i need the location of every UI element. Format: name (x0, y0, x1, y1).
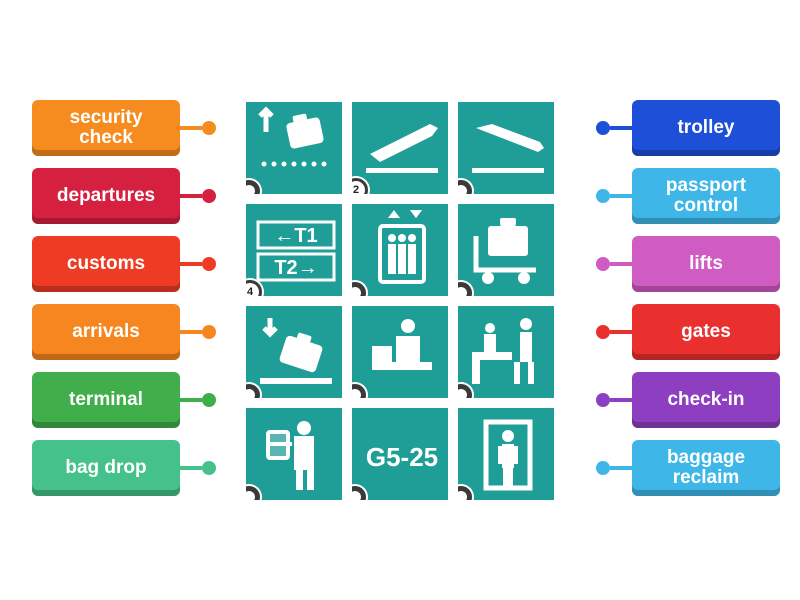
tag-box: security check (32, 100, 180, 156)
tag-lifts[interactable]: lifts (596, 236, 780, 292)
tag-dot[interactable] (202, 325, 216, 339)
tag-stem (180, 126, 202, 130)
tag-box: terminal (32, 372, 180, 428)
bag-drop-icon (246, 102, 344, 196)
tag-label: arrivals (72, 322, 140, 342)
tag-stem (180, 330, 202, 334)
svg-text:←T1: ←T1 (274, 225, 317, 247)
tag-label: lifts (689, 254, 723, 274)
tag-label: terminal (69, 390, 143, 410)
terminals-icon: ←T1T2→ (246, 204, 344, 298)
gates-text: G5-25 (366, 442, 438, 472)
tag-label: check-in (667, 390, 744, 410)
signs-grid: 2 ←T1T2→4 G5-25 (244, 100, 556, 502)
tag-label: customs (67, 254, 145, 274)
passport-icon (246, 408, 344, 502)
tag-box: baggage reclaim (632, 440, 780, 496)
check-in-icon (458, 306, 556, 400)
plane-arrival-icon (458, 102, 556, 196)
tag-label: security check (40, 108, 172, 148)
sign-security-check[interactable] (456, 406, 556, 502)
tag-stem (180, 398, 202, 402)
tag-dot[interactable] (596, 393, 610, 407)
sign-departures[interactable]: 2 (350, 100, 450, 196)
tag-departures[interactable]: departures (32, 168, 216, 224)
tag-box: passport control (632, 168, 780, 224)
gates-icon: G5-25 (352, 408, 450, 502)
tag-gates[interactable]: gates (596, 304, 780, 360)
sign-bag-drop[interactable] (244, 100, 344, 196)
tag-stem (180, 262, 202, 266)
sign-lifts[interactable] (350, 202, 450, 298)
tag-box: trolley (632, 100, 780, 156)
tag-bag-drop[interactable]: bag drop (32, 440, 216, 496)
baggage-reclaim-icon (246, 306, 344, 400)
tag-security-check[interactable]: security check (32, 100, 216, 156)
tag-dot[interactable] (596, 121, 610, 135)
tag-box: bag drop (32, 440, 180, 496)
tag-check-in[interactable]: check-in (596, 372, 780, 428)
tag-dot[interactable] (202, 189, 216, 203)
tag-baggage-reclaim[interactable]: baggage reclaim (596, 440, 780, 496)
tag-box: departures (32, 168, 180, 224)
plane-departure-icon (352, 102, 450, 196)
tag-label: departures (57, 186, 155, 206)
tag-label: trolley (677, 118, 734, 138)
sign-arrivals[interactable] (456, 100, 556, 196)
tag-box: arrivals (32, 304, 180, 360)
tag-stem (610, 194, 632, 198)
tag-label: passport control (640, 176, 772, 216)
left-tag-column: security check departures customs arriva… (32, 100, 216, 496)
tag-dot[interactable] (596, 325, 610, 339)
tag-trolley[interactable]: trolley (596, 100, 780, 156)
tag-stem (610, 398, 632, 402)
sign-gates[interactable]: G5-25 (350, 406, 450, 502)
tag-box: customs (32, 236, 180, 292)
tag-box: gates (632, 304, 780, 360)
tag-stem (610, 330, 632, 334)
pin-label: 4 (247, 286, 253, 298)
sign-check-in[interactable] (456, 304, 556, 400)
svg-text:T2→: T2→ (274, 257, 317, 279)
tag-stem (610, 262, 632, 266)
pin-label: 2 (353, 184, 359, 196)
customs-icon (352, 306, 450, 400)
tag-stem (180, 466, 202, 470)
tag-arrivals[interactable]: arrivals (32, 304, 216, 360)
tag-stem (180, 194, 202, 198)
tag-dot[interactable] (202, 461, 216, 475)
tag-box: check-in (632, 372, 780, 428)
tag-label: bag drop (65, 458, 146, 478)
tag-customs[interactable]: customs (32, 236, 216, 292)
sign-passport-control[interactable] (244, 406, 344, 502)
sign-terminal[interactable]: ←T1T2→4 (244, 202, 344, 298)
sign-trolley[interactable] (456, 202, 556, 298)
security-icon (458, 408, 556, 502)
tag-passport-control[interactable]: passport control (596, 168, 780, 224)
tag-stem (610, 126, 632, 130)
tag-box: lifts (632, 236, 780, 292)
tag-dot[interactable] (596, 257, 610, 271)
tag-dot[interactable] (596, 189, 610, 203)
tag-dot[interactable] (202, 121, 216, 135)
tag-stem (610, 466, 632, 470)
tag-label: gates (681, 322, 731, 342)
tag-dot[interactable] (596, 461, 610, 475)
tag-dot[interactable] (202, 393, 216, 407)
right-tag-column: trolley passport control lifts gates che… (596, 100, 780, 496)
tag-terminal[interactable]: terminal (32, 372, 216, 428)
lift-icon (352, 204, 450, 298)
sign-baggage-reclaim[interactable] (244, 304, 344, 400)
tag-label: baggage reclaim (640, 448, 772, 488)
trolley-icon (458, 204, 556, 298)
tag-dot[interactable] (202, 257, 216, 271)
sign-customs[interactable] (350, 304, 450, 400)
